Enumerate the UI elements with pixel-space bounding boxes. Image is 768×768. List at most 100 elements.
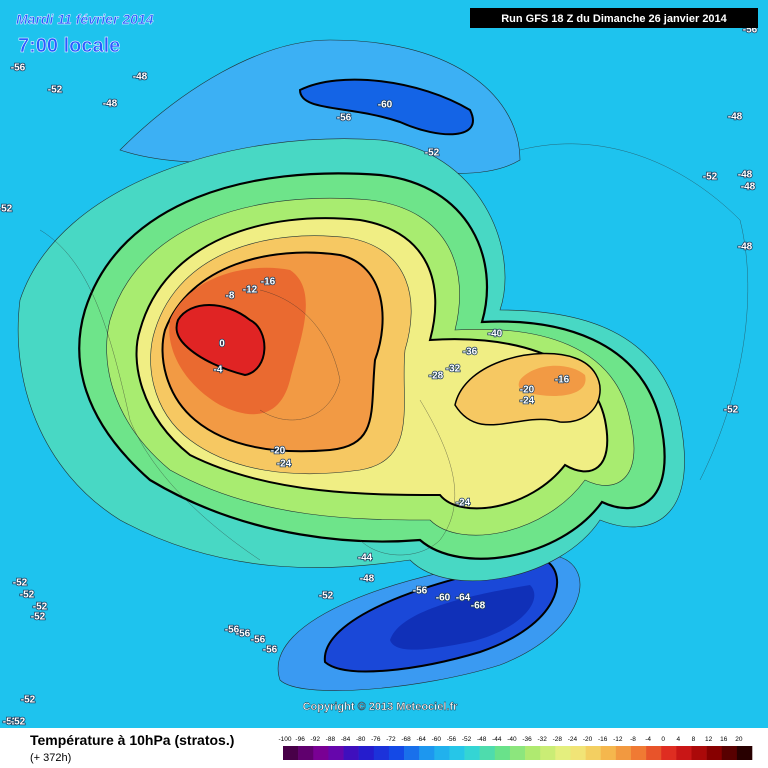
scale-label: -80 xyxy=(356,736,366,743)
scale-label: -76 xyxy=(371,736,381,743)
contour-label: -24 xyxy=(277,459,292,470)
scale-label: -72 xyxy=(386,736,396,743)
contour-label: -24 xyxy=(520,396,535,407)
contour-label: -52 xyxy=(13,578,28,589)
contour-label: -56 xyxy=(251,635,266,646)
contour-label: -32 xyxy=(446,364,461,375)
scale-swatch xyxy=(691,746,707,760)
scale-label: 20 xyxy=(735,736,743,743)
color-scale: -100 -96 -92 -88 -84 -80 -76 -72 -68 -64 -60 -56 -52… xyxy=(278,736,753,760)
scale-swatch xyxy=(449,746,465,760)
scale-swatch xyxy=(464,746,480,760)
scale-label: -36 xyxy=(522,736,532,743)
scale-swatch xyxy=(661,746,677,760)
date: Mardi 11 février 2014 xyxy=(16,11,154,27)
scale-label: -28 xyxy=(553,736,563,743)
contour-label: -68 xyxy=(471,601,486,612)
scale-label: -8 xyxy=(630,736,636,743)
contour-label: -52 xyxy=(21,695,36,706)
scale-label: -40 xyxy=(507,736,517,743)
cold-core xyxy=(298,78,474,136)
scale-label: -24 xyxy=(568,736,578,743)
scale-label: -56 xyxy=(447,736,457,743)
scale-swatch xyxy=(358,746,375,760)
contour-label: -40 xyxy=(488,329,503,340)
scale-swatch xyxy=(283,746,299,760)
footer-lead: (+ 372h) xyxy=(30,752,71,764)
scale-label: 0 xyxy=(661,736,665,743)
scale-label: -20 xyxy=(583,736,593,743)
contour-label: -4 xyxy=(214,365,223,376)
contour-label: -48 xyxy=(738,170,753,181)
contour-label: -64 xyxy=(456,593,471,604)
contour-label: -60 xyxy=(436,593,451,604)
contour-label: -52 xyxy=(11,717,26,728)
scale-swatch xyxy=(298,746,314,760)
contour-label: -52 xyxy=(48,85,63,96)
scale-label: -84 xyxy=(341,736,351,743)
contour-label: -48 xyxy=(133,72,148,83)
scale-label: -4 xyxy=(645,736,651,743)
contour-label: -12 xyxy=(243,285,258,296)
contour-label: -52 xyxy=(33,602,48,613)
contour-label: -16 xyxy=(261,277,276,288)
scale-swatch xyxy=(494,746,511,760)
scale-swatch xyxy=(419,746,435,760)
scale-label: -64 xyxy=(416,736,426,743)
scale-swatch xyxy=(706,746,723,760)
contour-label: -52 xyxy=(724,405,739,416)
contour-label: -52 xyxy=(20,590,35,601)
run-box xyxy=(470,8,758,28)
warm-core xyxy=(175,304,266,377)
contour-label: -52 xyxy=(3,717,18,728)
run-info: Run GFS 18 Z du Dimanche 26 janvier 2014 xyxy=(501,13,727,25)
scale-label: -88 xyxy=(326,736,336,743)
scale-label: -92 xyxy=(311,736,321,743)
scale-label: 16 xyxy=(720,736,728,743)
contour-label: -52 xyxy=(703,172,718,183)
contour-label: -24 xyxy=(456,498,471,509)
contour-label: -48 xyxy=(360,574,375,585)
scale-swatch xyxy=(479,746,496,760)
contour-label: -56 xyxy=(11,63,26,74)
scale-swatch xyxy=(736,746,753,760)
scale-label: -44 xyxy=(492,736,502,743)
scale-label: -68 xyxy=(401,736,411,743)
scale-swatch xyxy=(676,746,692,760)
contour-label: -56 xyxy=(236,629,251,640)
scale-swatch xyxy=(615,746,632,760)
contour-label: -52 xyxy=(319,591,334,602)
contour-label: -48 xyxy=(728,112,743,123)
contour-label: -36 xyxy=(463,347,478,358)
contour-label: -48 xyxy=(738,242,753,253)
footer-title: Température à 10hPa (stratos.) xyxy=(30,732,234,748)
contour-region xyxy=(518,365,586,396)
scale-label: 8 xyxy=(692,736,696,743)
scale-swatch xyxy=(646,746,662,760)
scale-swatch xyxy=(434,746,450,760)
scale-label: -12 xyxy=(613,736,623,743)
scale-label: 12 xyxy=(705,736,713,743)
contour-label: -56 xyxy=(225,625,240,636)
scale-swatch xyxy=(555,746,571,760)
scale-label: -16 xyxy=(598,736,608,743)
contour-label: -28 xyxy=(429,371,444,382)
scale-swatch xyxy=(570,746,586,760)
contour-label: -52 xyxy=(31,612,46,623)
scale-swatch xyxy=(343,746,359,760)
scale-swatch xyxy=(540,746,556,760)
scale-label: -100 xyxy=(278,736,291,743)
contour-label: -52 xyxy=(425,148,440,159)
contour-label: -56 xyxy=(413,586,428,597)
scale-swatch xyxy=(721,746,738,760)
scale-swatch xyxy=(328,746,344,760)
contour-label: -16 xyxy=(555,375,570,386)
scale-swatch xyxy=(600,746,617,760)
copyright: Copyright © 2013 Meteociel.fr xyxy=(303,701,459,713)
scale-label: -96 xyxy=(295,736,305,743)
scale-swatch xyxy=(525,746,541,760)
contour-label: -56 xyxy=(337,113,352,124)
scale-swatch xyxy=(388,746,405,760)
scale-label: -52 xyxy=(462,736,472,743)
